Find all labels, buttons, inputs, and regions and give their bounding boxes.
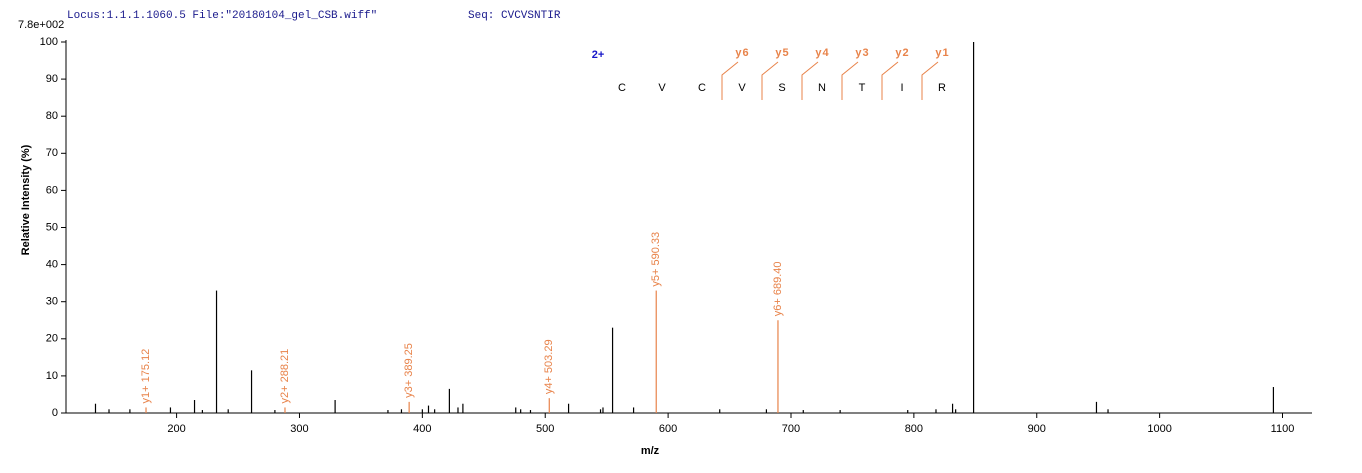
x-tick-label: 800 <box>905 423 923 435</box>
y-tick-label: 80 <box>46 110 58 122</box>
ion-label: y4 <box>815 47 829 59</box>
sequence-letter: V <box>658 82 666 94</box>
fragment-marker <box>761 61 779 100</box>
ion-label: y3 <box>855 47 868 59</box>
y-axis-label: Relative Intensity (%) <box>20 144 32 255</box>
sequence-letter: I <box>900 82 903 94</box>
x-tick-label: 1000 <box>1147 423 1171 435</box>
peak-annotation: y2+ 288.21 <box>279 349 291 404</box>
y-tick-label: 40 <box>46 259 58 271</box>
ion-sub: 6 <box>743 47 749 59</box>
sequence-letter: T <box>859 82 866 94</box>
ion-base: y <box>935 47 942 59</box>
fragment-marker <box>801 61 819 100</box>
header-seq: Seq: CVCVSNTIR <box>468 10 561 22</box>
peak-annotation: y5+ 590.33 <box>650 232 662 287</box>
x-tick-label: 300 <box>290 423 308 435</box>
y-tick-label: 50 <box>46 221 58 233</box>
sequence-letter: C <box>698 82 706 94</box>
y-tick-label: 60 <box>46 184 58 196</box>
y-tick-label: 30 <box>46 296 58 308</box>
ion-sub: 5 <box>783 47 789 59</box>
ion-label: y5 <box>775 47 788 59</box>
ion-base: y <box>895 47 902 59</box>
x-tick-label: 1100 <box>1271 423 1295 435</box>
ion-base: y <box>735 47 742 59</box>
y-tick-label: 100 <box>40 36 58 48</box>
charge-label: 2+ <box>592 49 605 61</box>
ion-label: y6 <box>735 47 748 59</box>
sequence-letter: N <box>818 82 826 94</box>
ion-base: y <box>775 47 782 59</box>
fragment-marker <box>841 61 859 100</box>
x-tick-label: 200 <box>167 423 185 435</box>
header-locus: Locus:1.1.1.1060.5 File:"20180104_gel_CS… <box>67 10 377 22</box>
sequence-letter: C <box>618 82 626 94</box>
peak-annotation: y6+ 689.40 <box>772 262 784 317</box>
x-axis-label: m/z <box>641 445 660 457</box>
fragment-marker <box>921 61 939 100</box>
x-tick-label: 900 <box>1028 423 1046 435</box>
peak-annotation: y4+ 503.29 <box>543 339 555 394</box>
x-tick-label: 500 <box>536 423 554 435</box>
sequence-letter: V <box>738 82 746 94</box>
fragment-marker <box>881 61 899 100</box>
ion-label: y1 <box>935 47 948 59</box>
ion-sub: 2 <box>903 47 909 59</box>
peak-annotation: y3+ 389.25 <box>403 343 415 398</box>
x-tick-label: 600 <box>659 423 677 435</box>
ion-base: y <box>855 47 862 59</box>
x-tick-label: 700 <box>782 423 800 435</box>
ion-sub: 4 <box>823 47 830 59</box>
peak-annotation: y1+ 175.12 <box>140 349 152 404</box>
y-tick-label: 0 <box>52 407 58 419</box>
ion-label: y2 <box>895 47 908 59</box>
y-tick-label: 70 <box>46 147 58 159</box>
ion-sub: 1 <box>943 47 949 59</box>
sequence-letter: R <box>938 82 946 94</box>
ion-base: y <box>815 47 822 59</box>
sequence-letter: S <box>778 82 785 94</box>
scale-label: 7.8e+002 <box>18 19 64 31</box>
y-tick-label: 90 <box>46 73 58 85</box>
fragment-marker <box>721 61 739 100</box>
y-tick-label: 20 <box>46 333 58 345</box>
y-tick-label: 10 <box>46 370 58 382</box>
x-tick-label: 400 <box>413 423 431 435</box>
ion-sub: 3 <box>863 47 869 59</box>
